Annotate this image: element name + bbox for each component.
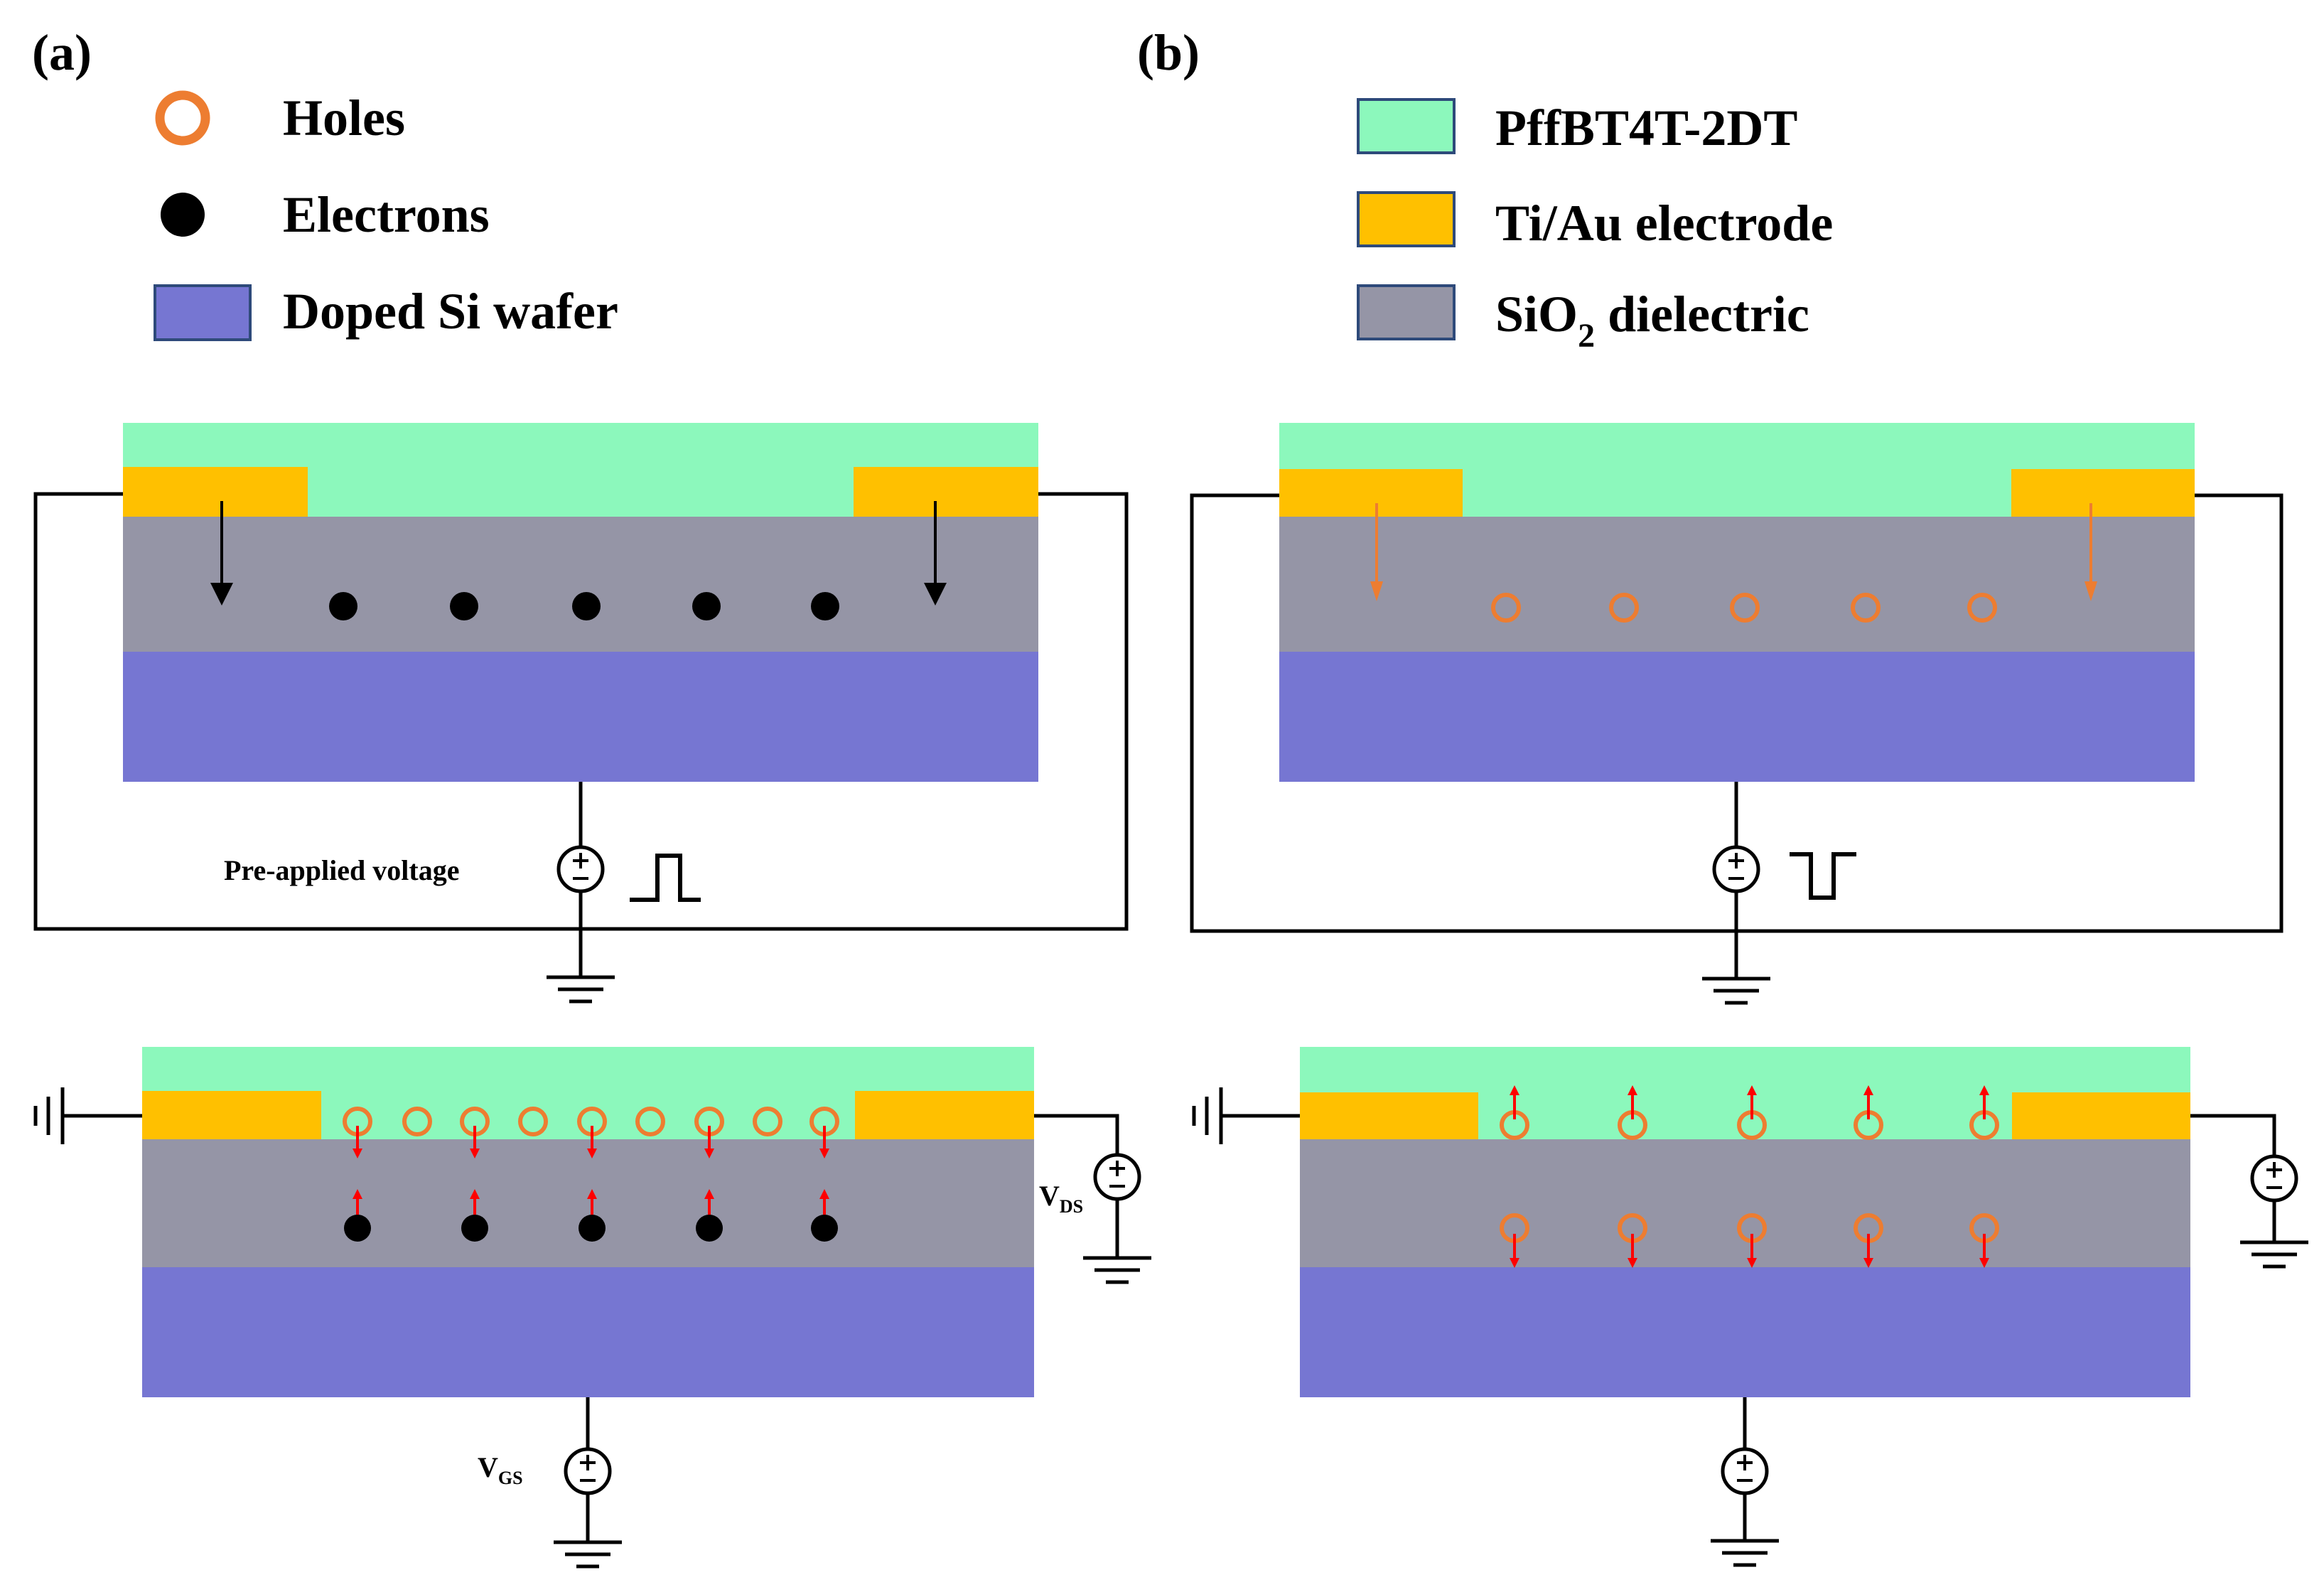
dc-voltage-source-icon: [2252, 1156, 2296, 1200]
device-a-bottom: [142, 1047, 1034, 1397]
trapped-hole: [1730, 593, 1760, 623]
field-arrowhead: [587, 1149, 597, 1158]
dielectric-layer: [1279, 517, 2195, 652]
legend-electron-symbol: [161, 193, 205, 237]
circuit-b-bottom: [1192, 1087, 2308, 1565]
hole-carrier: [402, 1107, 432, 1136]
pre-applied-voltage-label: Pre-applied voltage: [224, 854, 459, 886]
field-arrowhead: [1863, 1258, 1873, 1268]
trapped-electron: [811, 592, 839, 620]
drain-electrode: [854, 467, 1038, 517]
negative-pulse-icon: [1790, 852, 1856, 900]
legend-polymer-label: PffBT4T-2DT: [1495, 100, 1797, 156]
trapped-hole: [1851, 593, 1881, 623]
field-arrowhead: [1979, 1258, 1989, 1268]
field-arrowhead: [353, 1149, 362, 1158]
trapped-electron: [692, 592, 721, 620]
drain-electrode: [855, 1091, 1034, 1139]
field-arrowhead: [1510, 1085, 1519, 1095]
panel-label-a: (a): [32, 24, 92, 81]
si-wafer-layer: [123, 652, 1038, 782]
drain-electrode: [2012, 1092, 2190, 1139]
electron-carrier: [461, 1215, 488, 1242]
hole-injection-arrowhead: [1370, 581, 1383, 601]
trapped-electron: [572, 592, 601, 620]
legend-polymer-swatch: [1357, 98, 1456, 154]
ground-icon: [2240, 1242, 2308, 1266]
field-arrowhead: [704, 1189, 714, 1199]
dc-voltage-source-icon: [559, 847, 603, 891]
circuit-a-bottom: VDS VGS: [33, 1087, 1151, 1566]
legend-dielectric-label: SiO2 dielectric: [1495, 286, 1809, 355]
trapped-hole: [1967, 593, 1997, 623]
dc-voltage-source-icon: [1714, 847, 1758, 891]
source-electrode: [1300, 1092, 1478, 1139]
ground-icon: [1711, 1541, 1779, 1565]
legend-hole-symbol: [155, 90, 210, 146]
field-arrowhead: [1747, 1258, 1757, 1268]
circuit-a-top: Pre-applied voltage: [33, 492, 1129, 1001]
ground-icon: [547, 977, 615, 1001]
vds-label: VDS: [1039, 1180, 1083, 1217]
source-electrode: [123, 467, 308, 517]
field-arrowhead: [1863, 1085, 1873, 1095]
legend-wafer-label: Doped Si wafer: [283, 283, 618, 340]
hole-injection-arrowhead: [2084, 581, 2097, 601]
field-arrowhead: [704, 1149, 714, 1158]
legend-holes-label: Holes: [283, 90, 405, 146]
legend-electrode-swatch: [1357, 191, 1456, 247]
trapped-electron: [450, 592, 478, 620]
field-arrowhead: [1510, 1258, 1519, 1268]
dc-voltage-source-icon: [566, 1449, 610, 1493]
trapped-hole: [1609, 593, 1639, 623]
ground-icon: [1083, 1258, 1151, 1282]
dielectric-layer: [123, 517, 1038, 652]
source-electrode: [142, 1091, 321, 1139]
electron-carrier: [696, 1215, 723, 1242]
circuit-b-top: [1190, 493, 2283, 1003]
legend-electrons-label: Electrons: [283, 186, 490, 243]
electron-carrier: [579, 1215, 606, 1242]
legend-electrode-label: Ti/Au electrode: [1495, 195, 1833, 252]
field-arrowhead: [819, 1189, 829, 1199]
ground-icon: [1702, 979, 1770, 1003]
si-wafer-layer: [142, 1267, 1034, 1397]
hole-carrier: [753, 1107, 782, 1136]
dc-voltage-source-icon: [1095, 1155, 1139, 1199]
dc-voltage-source-icon: [1723, 1449, 1767, 1493]
dielectric-layer: [142, 1139, 1034, 1267]
positive-pulse-icon: [630, 854, 701, 902]
panel-label-b: (b): [1137, 24, 1200, 81]
hole-carrier: [518, 1107, 548, 1136]
ground-icon: [554, 1542, 622, 1566]
electron-carrier: [344, 1215, 371, 1242]
field-arrowhead: [1628, 1085, 1637, 1095]
device-a-top: [123, 423, 1038, 782]
dielectric-layer: [1300, 1139, 2190, 1267]
si-wafer-layer: [1300, 1267, 2190, 1397]
field-arrowhead: [819, 1149, 829, 1158]
hole-carrier: [635, 1107, 665, 1136]
field-arrowhead: [1979, 1085, 1989, 1095]
source-electrode: [1279, 469, 1463, 517]
trapped-electron: [329, 592, 357, 620]
trapped-hole: [1491, 593, 1521, 623]
electron-carrier: [811, 1215, 838, 1242]
device-b-bottom: [1300, 1047, 2190, 1397]
field-arrowhead: [1747, 1085, 1757, 1095]
field-arrowhead: [470, 1149, 480, 1158]
vgs-label: VGS: [478, 1451, 523, 1488]
field-arrowhead: [470, 1189, 480, 1199]
field-arrowhead: [587, 1189, 597, 1199]
si-wafer-layer: [1279, 652, 2195, 782]
field-arrowhead: [353, 1189, 362, 1199]
legend-wafer-swatch: [154, 284, 252, 341]
legend-dielectric-swatch: [1357, 284, 1456, 340]
drain-electrode: [2011, 469, 2195, 517]
device-b-top: [1279, 423, 2195, 782]
field-arrowhead: [1628, 1258, 1637, 1268]
